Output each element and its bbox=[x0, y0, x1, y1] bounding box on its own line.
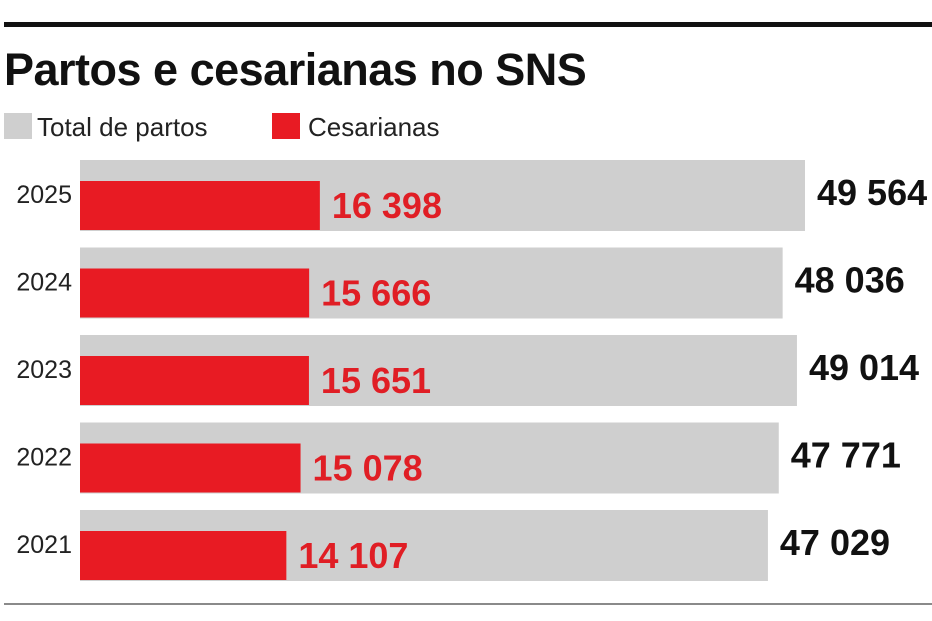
cesarianas-value-label-2025: 16 398 bbox=[332, 185, 442, 226]
top-rule bbox=[4, 22, 932, 27]
total-value-label-2021: 47 029 bbox=[780, 522, 890, 563]
cesarianas-value-label-2021: 14 107 bbox=[298, 535, 408, 576]
total-value-label-2022: 47 771 bbox=[791, 435, 901, 476]
bar-cesarianas-2024 bbox=[80, 268, 310, 318]
year-label-2025: 2025 bbox=[16, 181, 72, 209]
legend-swatch-cesarianas bbox=[272, 113, 300, 139]
year-label-2022: 2022 bbox=[16, 444, 72, 472]
year-label-2023: 2023 bbox=[16, 356, 72, 384]
cesarianas-value-label-2022: 15 078 bbox=[313, 448, 423, 489]
chart-title: Partos e cesarianas no SNS bbox=[4, 44, 587, 95]
bottom-rule bbox=[4, 603, 932, 605]
bar-cesarianas-2021 bbox=[80, 531, 287, 580]
cesarianas-value-label-2023: 15 651 bbox=[321, 360, 431, 401]
total-value-label-2025: 49 564 bbox=[817, 172, 927, 213]
bar-cesarianas-2025 bbox=[80, 181, 320, 230]
legend-label-total: Total de partos bbox=[37, 112, 208, 142]
bar-cesarianas-2023 bbox=[80, 356, 309, 405]
year-label-2024: 2024 bbox=[16, 269, 72, 297]
total-value-label-2023: 49 014 bbox=[809, 347, 919, 388]
legend-swatch-total bbox=[4, 113, 32, 139]
year-label-2021: 2021 bbox=[16, 531, 72, 559]
bar-cesarianas-2022 bbox=[80, 443, 301, 493]
cesarianas-value-label-2024: 15 666 bbox=[321, 273, 431, 314]
legend-label-cesarianas: Cesarianas bbox=[308, 112, 440, 142]
total-value-label-2024: 48 036 bbox=[795, 260, 905, 301]
